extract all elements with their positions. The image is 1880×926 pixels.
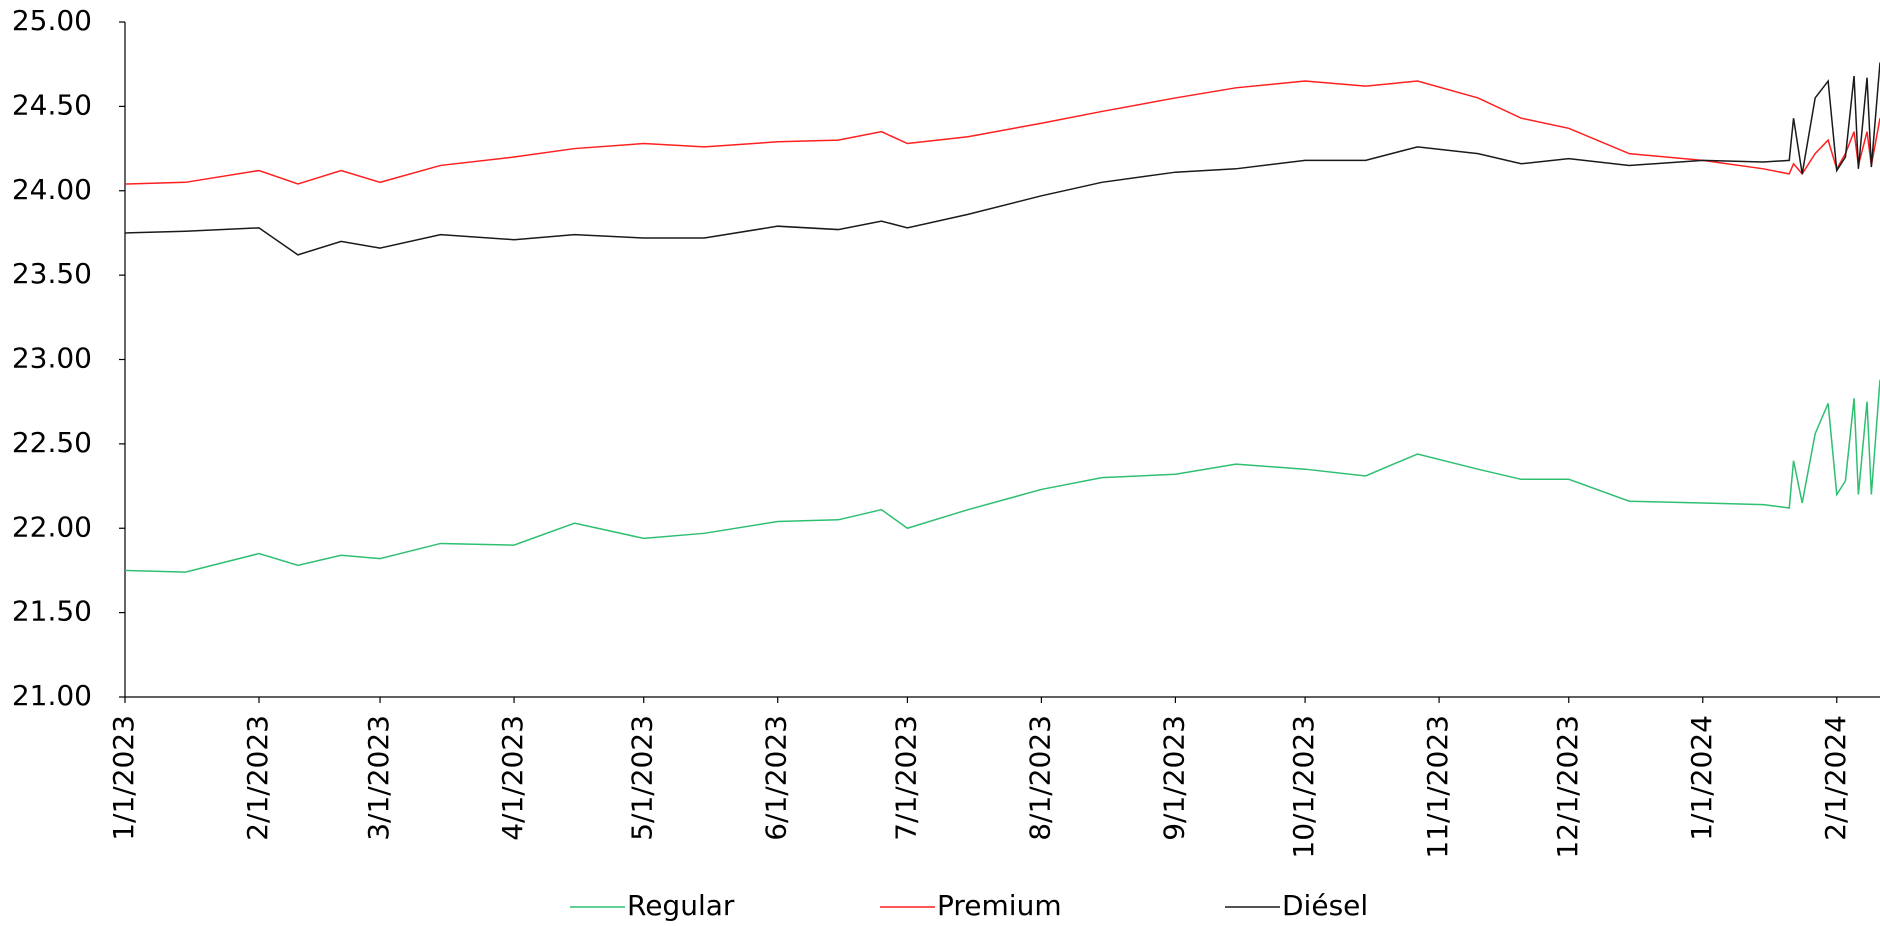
y-tick-label: 22.00 <box>12 510 92 543</box>
y-tick-label: 21.00 <box>12 679 92 712</box>
y-tick-label: 25.00 <box>12 4 92 37</box>
series-line <box>124 379 1880 573</box>
x-tick-label: 7/1/2023 <box>889 715 922 841</box>
series-line <box>124 80 1880 185</box>
legend-label: Premium <box>937 889 1062 922</box>
y-tick-label: 24.00 <box>12 173 92 206</box>
y-tick-label: 24.50 <box>12 88 92 121</box>
x-tick-label: 10/1/2023 <box>1287 715 1320 859</box>
x-tick-label: 12/1/2023 <box>1551 715 1584 859</box>
x-tick-label: 1/1/2024 <box>1685 715 1718 841</box>
legend-label: Diésel <box>1282 889 1368 922</box>
y-tick-label: 23.00 <box>12 342 92 375</box>
x-tick-label: 2/1/2023 <box>241 715 274 841</box>
x-tick-label: 9/1/2023 <box>1157 715 1190 841</box>
y-tick-label: 22.50 <box>12 426 92 459</box>
x-tick-label: 2/1/2024 <box>1819 715 1852 841</box>
x-tick-label: 4/1/2023 <box>496 715 529 841</box>
x-tick-label: 6/1/2023 <box>760 715 793 841</box>
series-line <box>124 62 1880 256</box>
x-tick-label: 1/1/2023 <box>107 715 140 841</box>
x-tick-label: 3/1/2023 <box>362 715 395 841</box>
legend-label: Regular <box>627 889 735 922</box>
x-tick-label: 5/1/2023 <box>626 715 659 841</box>
y-tick-label: 23.50 <box>12 257 92 290</box>
x-tick-label: 8/1/2023 <box>1023 715 1056 841</box>
y-tick-label: 21.50 <box>12 595 92 628</box>
x-tick-label: 11/1/2023 <box>1421 715 1454 859</box>
